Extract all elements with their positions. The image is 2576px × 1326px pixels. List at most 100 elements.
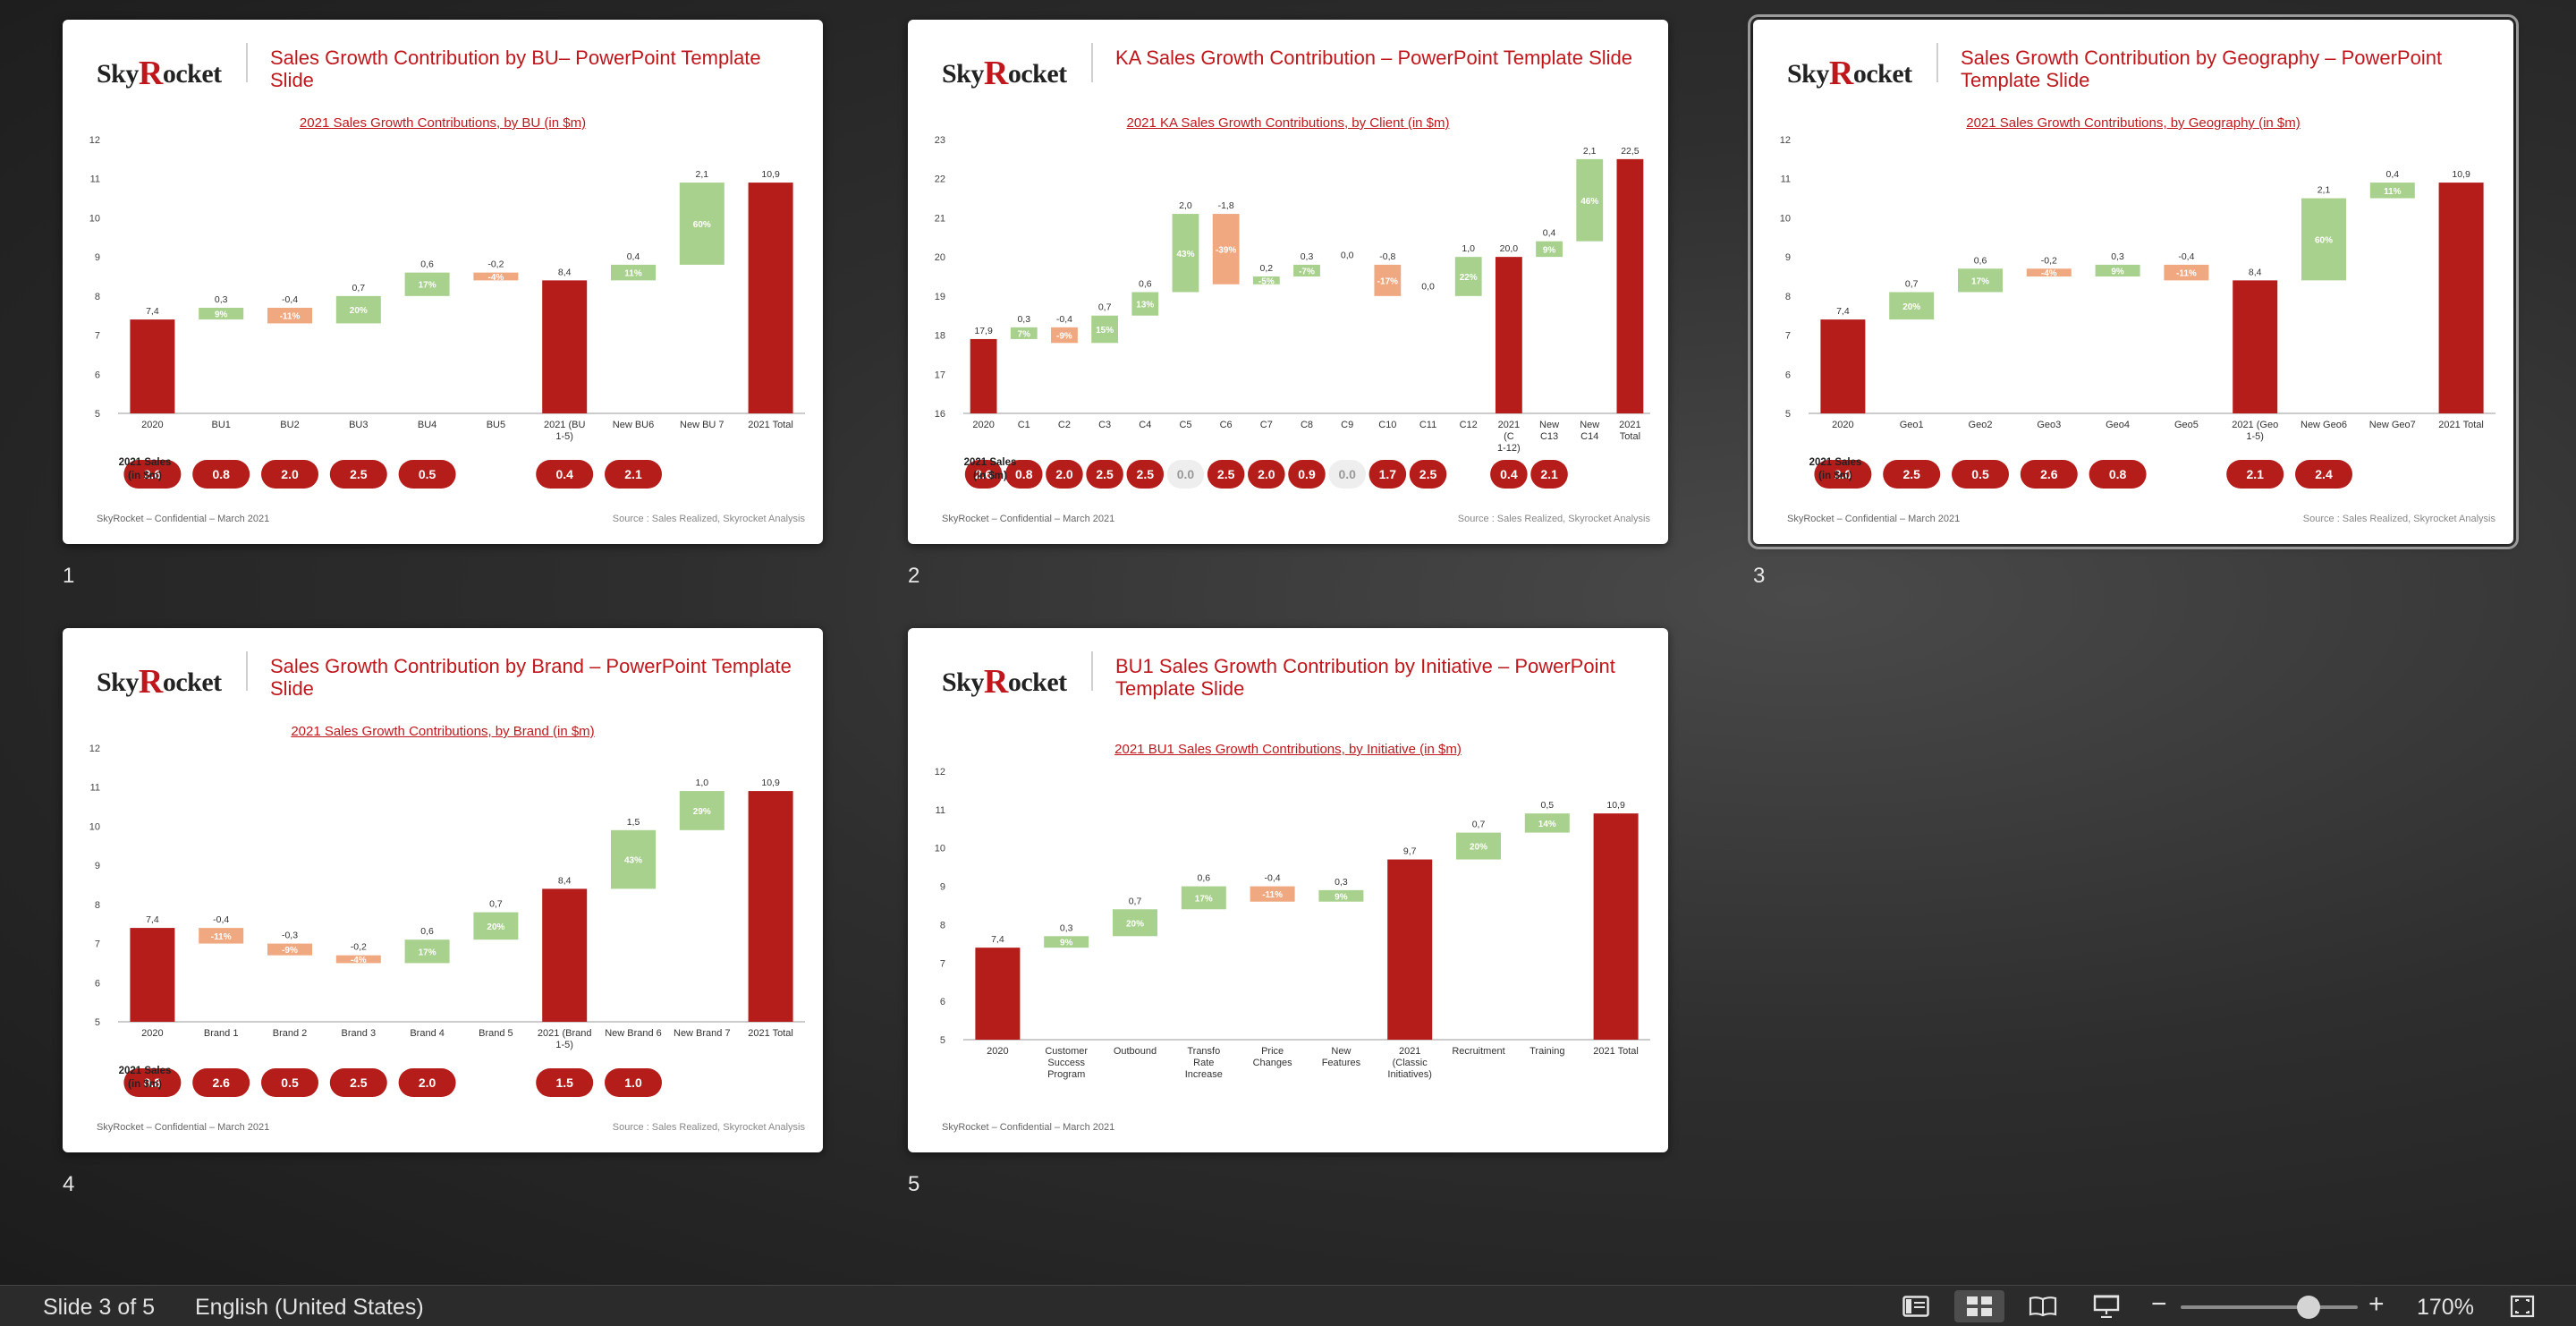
- fit-window-icon: [2510, 1295, 2535, 1318]
- slide-sorter-view-button[interactable]: [1954, 1290, 2004, 1322]
- slide-thumbnail-4[interactable]: SkyRocket Sales Growth Contribution by B…: [63, 628, 823, 1152]
- sales-pill: [123, 1068, 182, 1097]
- sales-pill-value: 0.9: [1298, 467, 1316, 481]
- title-separator: [1091, 43, 1093, 82]
- delta-bar: [1181, 886, 1226, 910]
- delta-bar: [404, 939, 450, 964]
- category-label: 2021 (Geo: [2232, 420, 2278, 430]
- percent-label: 60%: [693, 220, 711, 230]
- y-tick-label: 10: [89, 821, 100, 832]
- y-tick-label: 11: [936, 805, 945, 816]
- sales-pill-value: 1.0: [624, 1075, 642, 1090]
- sales-pill-value: 2.4: [2315, 467, 2333, 481]
- slide-thumbnail-2[interactable]: SkyRocket KA Sales Growth Contribution –…: [908, 20, 1668, 544]
- sales-pill-value: 2.0: [281, 467, 299, 481]
- value-label: -0,4: [1056, 314, 1072, 325]
- y-tick-label: 7: [1785, 331, 1791, 342]
- presentation-icon: [2093, 1295, 2120, 1318]
- slide-thumbnail-5[interactable]: SkyRocket BU1 Sales Growth Contribution …: [908, 628, 1668, 1152]
- sales-pill: [192, 460, 250, 489]
- sales-pill-value: 2.5: [350, 1075, 368, 1090]
- zoom-out-button[interactable]: −: [2151, 1289, 2167, 1319]
- zoom-slider-thumb[interactable]: [2296, 1296, 2320, 1319]
- category-label: New BU 7: [680, 420, 724, 430]
- percent-label: 15%: [1096, 326, 1114, 336]
- sales-pill: [1288, 460, 1326, 489]
- y-tick-label: 6: [95, 370, 100, 380]
- percent-label: 46%: [1580, 197, 1598, 207]
- zoom-slider[interactable]: [2181, 1305, 2358, 1309]
- percent-label: -9%: [1056, 332, 1072, 342]
- sales-pill-value: 2.6: [975, 467, 993, 481]
- sales-pill-value: 2.0: [1258, 467, 1275, 481]
- category-label: Geo5: [2174, 420, 2199, 430]
- delta-bar: [1958, 268, 2003, 293]
- language-indicator[interactable]: English (United States): [195, 1295, 424, 1320]
- fit-to-window-button[interactable]: [2497, 1290, 2547, 1322]
- sales-pill-value: 0.5: [1971, 467, 1989, 481]
- sales-pill: [964, 460, 1003, 489]
- category-label: Total: [1620, 431, 1640, 442]
- chart-title: 2021 BU1 Sales Growth Contributions, by …: [1114, 742, 1462, 757]
- total-bar: [748, 791, 793, 1022]
- reading-view-button[interactable]: [2018, 1290, 2068, 1322]
- slide-indicator[interactable]: Slide 3 of 5: [43, 1295, 156, 1320]
- skyrocket-logo: SkyRocket: [1787, 55, 1912, 92]
- pill-row-label: 2021 Sales: [119, 1066, 172, 1076]
- total-bar: [970, 338, 997, 413]
- slide-show-button[interactable]: [2081, 1290, 2131, 1322]
- category-label: Recruitment: [1452, 1046, 1504, 1057]
- value-label: 1,0: [1462, 243, 1475, 254]
- sales-pill: [1530, 460, 1568, 489]
- percent-label: 7%: [1018, 329, 1031, 339]
- total-bar: [975, 948, 1021, 1040]
- category-label: 1-5): [555, 1040, 573, 1050]
- slide-thumbnail-1[interactable]: SkyRocket Sales Growth Contribution by B…: [63, 20, 823, 544]
- sales-pill: [1126, 460, 1165, 489]
- zoom-in-button[interactable]: +: [2368, 1289, 2385, 1319]
- total-bar: [1387, 859, 1433, 1040]
- sales-pill-value: 2.5: [1902, 467, 1920, 481]
- y-tick-label: 7: [940, 958, 945, 969]
- delta-bar: [1374, 264, 1402, 296]
- total-bar: [1495, 257, 1522, 413]
- sales-pill-value: 0.0: [1338, 467, 1356, 481]
- value-label: 0,6: [1139, 278, 1152, 289]
- category-label: New Geo6: [2301, 420, 2347, 430]
- category-label: 2021 (Brand: [538, 1028, 592, 1039]
- category-label: Training: [1530, 1046, 1564, 1057]
- sales-pill: [2020, 460, 2078, 489]
- category-label: C5: [1179, 420, 1191, 430]
- category-label: Brand 1: [204, 1028, 239, 1039]
- y-tick-label: 21: [935, 213, 945, 224]
- slide-title: Sales Growth Contribution by Brand – Pow…: [270, 655, 792, 700]
- category-label: New BU6: [613, 420, 654, 430]
- delta-bar: [1293, 264, 1320, 276]
- category-label: New: [1539, 420, 1559, 430]
- y-tick-label: 12: [1780, 135, 1791, 146]
- waterfall-chart: 567891011127,420200,39%CustomerSuccessPr…: [935, 767, 1650, 1080]
- category-label: 2020: [1832, 420, 1853, 430]
- y-tick-label: 19: [935, 292, 945, 302]
- category-label: C7: [1260, 420, 1273, 430]
- delta-bar: [1091, 315, 1119, 344]
- sales-pill: [1004, 460, 1043, 489]
- value-label: 0,3: [2111, 251, 2124, 262]
- category-label: Geo4: [2106, 420, 2130, 430]
- value-label: 0,7: [1905, 278, 1919, 289]
- value-label: 0,3: [1017, 314, 1030, 325]
- value-label: -1,8: [1218, 200, 1234, 211]
- slide-number-4: 4: [63, 1172, 75, 1196]
- chart-title: 2021 Sales Growth Contributions, by Bran…: [291, 724, 595, 739]
- zoom-level[interactable]: 170%: [2417, 1295, 2474, 1320]
- normal-view-button[interactable]: [1891, 1290, 1941, 1322]
- sales-pill: [2295, 460, 2352, 489]
- delta-bar: [473, 272, 519, 281]
- value-label: 8,4: [558, 267, 572, 277]
- slide-thumbnail-3[interactable]: SkyRocket Sales Growth Contribution by G…: [1748, 14, 2519, 549]
- category-label: New Geo7: [2369, 420, 2416, 430]
- total-bar: [1593, 813, 1639, 1040]
- y-tick-label: 9: [940, 882, 945, 893]
- delta-bar: [1051, 327, 1078, 344]
- value-label: 0,2: [1260, 263, 1274, 274]
